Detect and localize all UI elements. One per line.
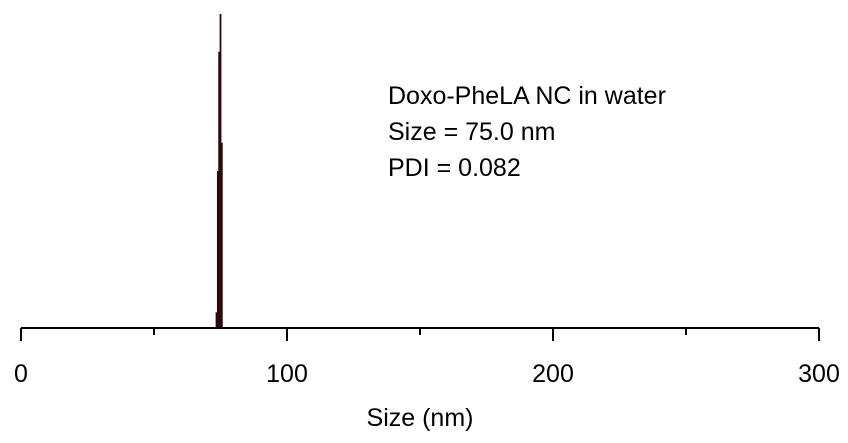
bars-group <box>215 14 223 329</box>
x-tick-label: 200 <box>532 360 574 388</box>
distribution-bar <box>215 312 218 328</box>
distribution-bar <box>218 51 221 329</box>
annotation-size: Size = 75.0 nm <box>388 118 556 146</box>
annotation-box: Doxo-PheLA NC in water Size = 75.0 nm PD… <box>388 78 666 186</box>
x-tick-label: 300 <box>798 360 840 388</box>
distribution-bar <box>219 14 222 328</box>
x-axis-label: Size (nm) <box>367 404 474 432</box>
x-axis-ticks <box>20 328 820 341</box>
x-tick-label: 0 <box>14 360 28 388</box>
annotation-pdi: PDI = 0.082 <box>388 154 521 182</box>
distribution-bar <box>216 171 219 328</box>
x-axis-tick-labels: 0 100 200 300 <box>14 360 840 388</box>
annotation-sample-name: Doxo-PheLA NC in water <box>388 82 666 110</box>
x-tick-label: 100 <box>266 360 308 388</box>
distribution-bar <box>220 142 223 328</box>
